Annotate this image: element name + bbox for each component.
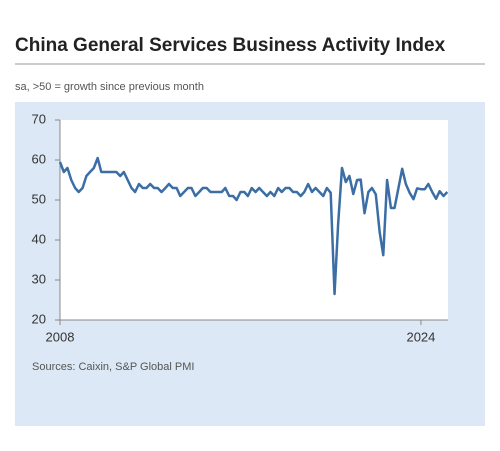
plot-area — [60, 120, 448, 320]
subtitle: sa, >50 = growth since previous month — [15, 81, 204, 93]
y-tick-label: 20 — [32, 311, 46, 326]
y-tick-label: 70 — [32, 111, 46, 126]
y-tick-label: 60 — [32, 151, 46, 166]
y-tick-label: 50 — [32, 191, 46, 206]
x-tick-label: 2008 — [46, 329, 75, 344]
source: Sources: Caixin, S&P Global PMI — [32, 361, 194, 373]
x-tick-label: 2024 — [406, 329, 435, 344]
chart-title: China General Services Business Activity… — [15, 35, 446, 56]
y-tick-label: 30 — [32, 271, 46, 286]
data-line — [58, 156, 449, 296]
y-tick-label: 40 — [32, 231, 46, 246]
